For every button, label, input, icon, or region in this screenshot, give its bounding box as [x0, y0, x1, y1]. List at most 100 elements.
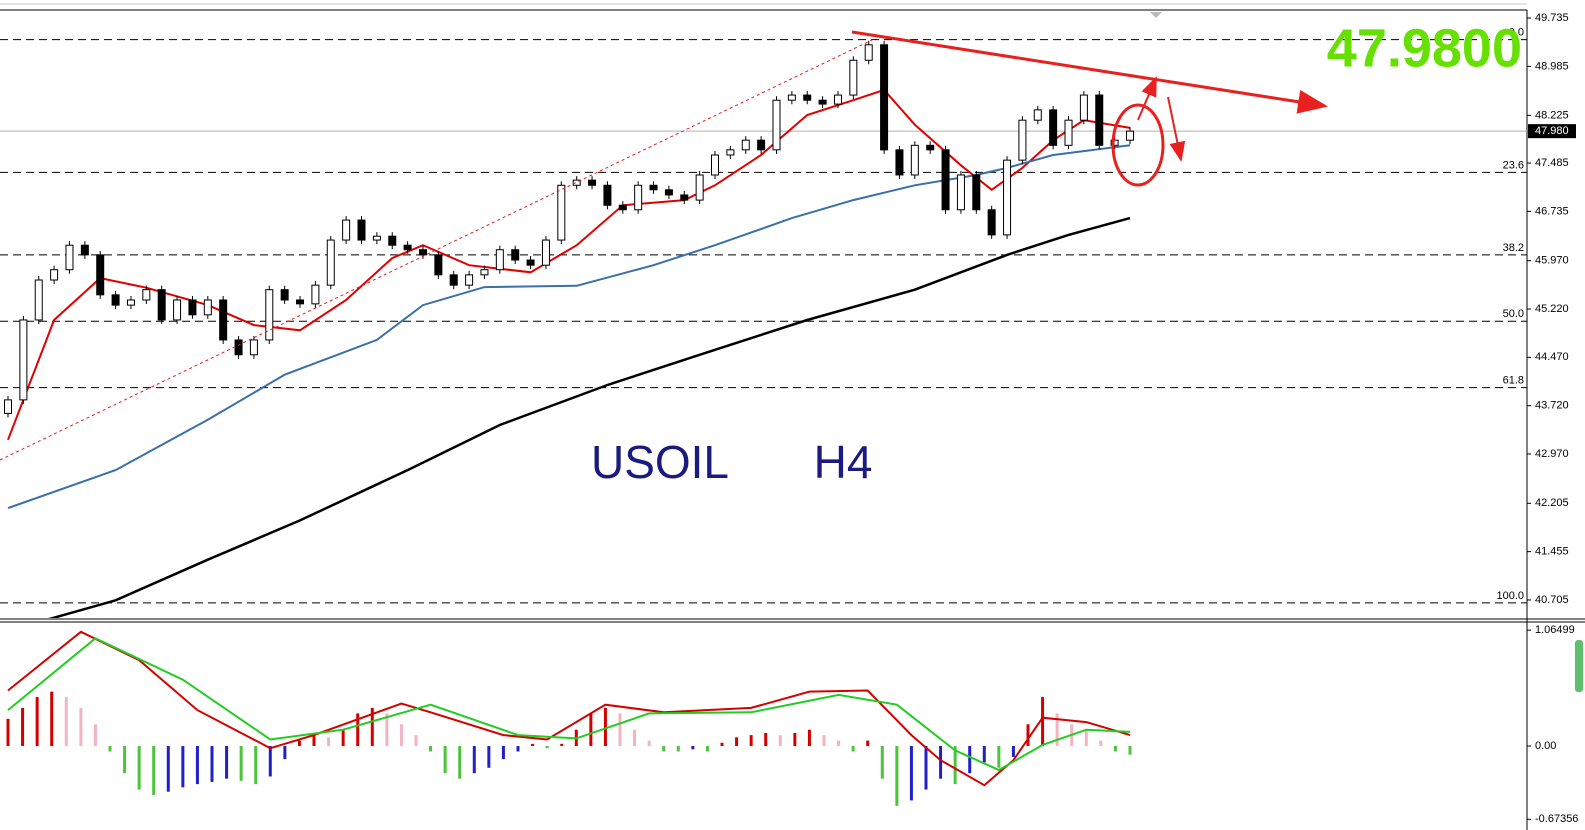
down-arrow — [1167, 96, 1186, 162]
candle-body — [388, 235, 397, 246]
candle-body — [833, 94, 842, 105]
histogram-bar — [385, 713, 389, 747]
histogram-bar — [443, 746, 447, 774]
candle-body — [864, 44, 873, 61]
y-tick-label: 42.205 — [1535, 497, 1569, 509]
oscillator-line — [7, 630, 1131, 787]
candle-body — [495, 249, 504, 271]
candle-body — [249, 339, 258, 356]
candle-body — [434, 254, 443, 276]
histogram-bar — [312, 735, 316, 747]
histogram-bar — [531, 743, 535, 747]
shift-marker — [1150, 12, 1162, 18]
fib-label: 0.0 — [1509, 27, 1524, 39]
histogram-bar — [647, 740, 651, 747]
candle-body — [234, 339, 243, 356]
scroll-handle[interactable] — [1575, 640, 1583, 692]
fib-label: 38.2 — [1503, 242, 1524, 254]
histogram-bar — [50, 691, 54, 747]
candle-body — [219, 299, 228, 341]
histogram-bar — [356, 713, 360, 747]
candle-body — [1095, 94, 1104, 146]
histogram-bar — [880, 746, 884, 779]
histogram-bar — [327, 737, 331, 747]
histogram-bar — [181, 746, 185, 788]
candle-body — [956, 174, 965, 211]
candle-body — [111, 294, 120, 306]
candle-body — [972, 174, 981, 211]
candle-body — [757, 139, 766, 151]
histogram-bar — [210, 746, 214, 782]
oscillator-panel — [6, 630, 1132, 806]
axes: 49.735 48.985 48.225 47.485 46.735 45.970 45.2… — [1496, 12, 1578, 825]
y-tick-label: 46.735 — [1535, 205, 1569, 217]
candle-body — [126, 299, 135, 306]
histogram-bar — [341, 729, 345, 747]
big-price: 47.9800 — [1327, 18, 1522, 78]
histogram-bar — [501, 746, 505, 760]
candle-body — [987, 209, 996, 236]
histogram-bar — [225, 746, 229, 779]
candle-body — [296, 299, 305, 305]
histogram-bar — [720, 742, 724, 747]
histogram-bar — [166, 746, 170, 792]
histogram-bar — [370, 707, 374, 747]
histogram-bar — [195, 746, 199, 785]
histogram-bar — [64, 697, 68, 747]
highlight-circle — [1111, 103, 1165, 187]
y-tick-label: 41.455 — [1535, 546, 1569, 558]
candle-body — [465, 274, 474, 286]
histogram-bar — [516, 746, 520, 752]
candle-body — [772, 99, 781, 151]
fib-label: 50.0 — [1503, 308, 1524, 320]
histogram-bar — [982, 746, 986, 763]
candle-body — [1018, 119, 1027, 161]
histogram-bar — [837, 740, 841, 747]
candle-body — [603, 184, 612, 206]
histogram-bar — [691, 746, 695, 750]
histogram-bar — [93, 724, 97, 747]
histogram-bar — [1084, 729, 1088, 747]
candle-body — [726, 149, 735, 156]
candle-body — [19, 319, 28, 401]
y-tick-label: 48.985 — [1535, 60, 1569, 72]
current-price-label: 47.980 — [1535, 125, 1569, 137]
candle-body — [265, 289, 274, 341]
candle-body — [188, 299, 197, 316]
histogram-bar — [283, 746, 287, 760]
histogram-bar — [399, 724, 403, 747]
candle-body — [1126, 130, 1134, 141]
candle-body — [541, 239, 550, 266]
candle-body — [634, 184, 643, 211]
candle-body — [357, 219, 366, 241]
histogram-bar — [254, 746, 258, 785]
candle-body — [173, 299, 182, 321]
histogram-bar — [268, 746, 272, 777]
histogram-bar — [472, 746, 476, 774]
y-tick-label: 40.705 — [1535, 594, 1569, 606]
y-tick-label: 1.06499 — [1535, 624, 1575, 636]
histogram-bar — [123, 746, 127, 774]
candle-body — [941, 149, 950, 211]
histogram-bar — [152, 746, 156, 795]
fib-label: 100.0 — [1496, 590, 1524, 602]
y-tick-label: 44.470 — [1535, 351, 1569, 363]
histogram-bar — [239, 746, 243, 781]
histogram-bar — [735, 737, 739, 747]
candle-body — [142, 289, 151, 301]
candle-body — [787, 94, 796, 101]
histogram-bar — [924, 746, 928, 790]
y-tick-label: -0.67356 — [1535, 813, 1578, 825]
histogram-bar — [939, 746, 943, 779]
histogram-bar — [6, 718, 10, 747]
timeframe-label: H4 — [814, 436, 873, 488]
histogram-bar — [487, 746, 491, 768]
histogram-bar — [1041, 697, 1045, 747]
candle-body — [557, 184, 566, 241]
candle-body — [680, 194, 689, 201]
candle-body — [50, 269, 59, 281]
histogram-bar — [997, 746, 1001, 768]
